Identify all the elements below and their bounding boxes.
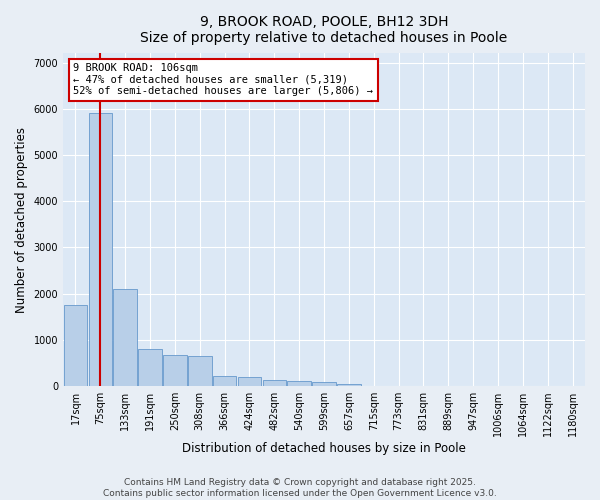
Bar [337,384,361,386]
Bar [238,377,261,386]
Bar [163,354,187,386]
Bar [263,380,286,386]
Bar [188,356,212,386]
Bar [213,376,236,386]
Bar [312,382,336,386]
Text: Contains HM Land Registry data © Crown copyright and database right 2025.
Contai: Contains HM Land Registry data © Crown c… [103,478,497,498]
Bar [89,114,112,386]
Text: 9 BROOK ROAD: 106sqm
← 47% of detached houses are smaller (5,319)
52% of semi-de: 9 BROOK ROAD: 106sqm ← 47% of detached h… [73,64,373,96]
Bar [113,289,137,386]
Y-axis label: Number of detached properties: Number of detached properties [15,126,28,312]
Bar [287,381,311,386]
Bar [138,349,162,386]
X-axis label: Distribution of detached houses by size in Poole: Distribution of detached houses by size … [182,442,466,455]
Bar [64,305,87,386]
Title: 9, BROOK ROAD, POOLE, BH12 3DH
Size of property relative to detached houses in P: 9, BROOK ROAD, POOLE, BH12 3DH Size of p… [140,15,508,45]
